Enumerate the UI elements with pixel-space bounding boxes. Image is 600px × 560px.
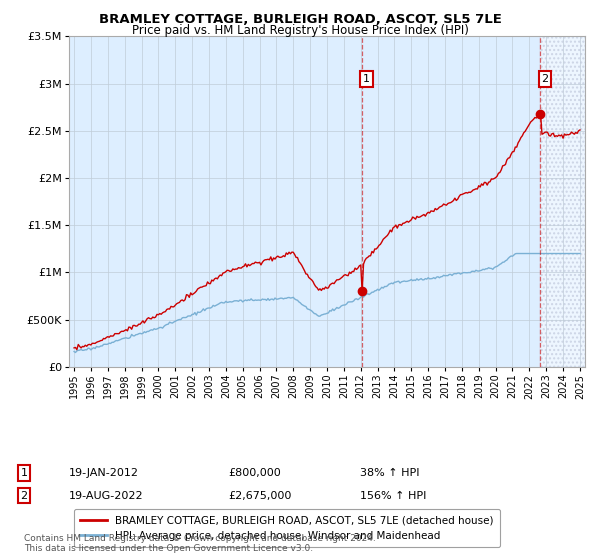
Text: Price paid vs. HM Land Registry's House Price Index (HPI): Price paid vs. HM Land Registry's House … xyxy=(131,24,469,37)
Text: £800,000: £800,000 xyxy=(228,468,281,478)
Legend: BRAMLEY COTTAGE, BURLEIGH ROAD, ASCOT, SL5 7LE (detached house), HPI: Average pr: BRAMLEY COTTAGE, BURLEIGH ROAD, ASCOT, S… xyxy=(74,509,500,547)
Text: 38% ↑ HPI: 38% ↑ HPI xyxy=(360,468,419,478)
Text: 156% ↑ HPI: 156% ↑ HPI xyxy=(360,491,427,501)
Bar xyxy=(540,36,589,367)
Bar xyxy=(540,36,589,367)
Text: 1: 1 xyxy=(20,468,28,478)
Text: 2: 2 xyxy=(541,74,548,84)
Text: Contains HM Land Registry data © Crown copyright and database right 2024.
This d: Contains HM Land Registry data © Crown c… xyxy=(24,534,376,553)
Text: BRAMLEY COTTAGE, BURLEIGH ROAD, ASCOT, SL5 7LE: BRAMLEY COTTAGE, BURLEIGH ROAD, ASCOT, S… xyxy=(98,13,502,26)
Text: 2: 2 xyxy=(20,491,28,501)
Text: £2,675,000: £2,675,000 xyxy=(228,491,292,501)
Text: 19-AUG-2022: 19-AUG-2022 xyxy=(69,491,143,501)
Text: 1: 1 xyxy=(363,74,370,84)
Text: 19-JAN-2012: 19-JAN-2012 xyxy=(69,468,139,478)
Bar xyxy=(540,36,589,367)
